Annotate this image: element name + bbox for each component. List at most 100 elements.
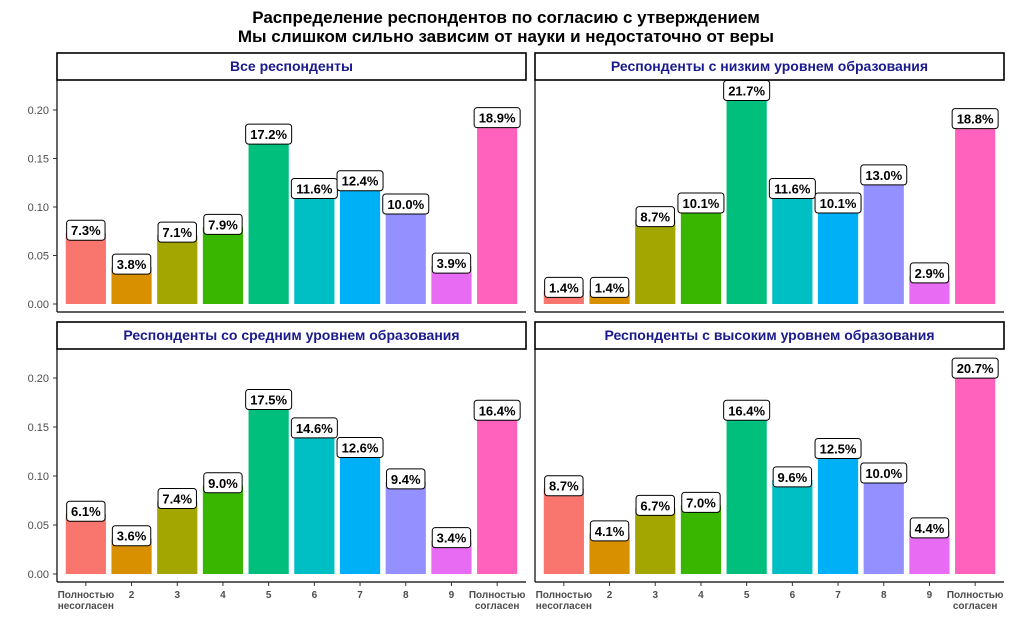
data-label: 11.6% bbox=[774, 181, 811, 196]
data-label-box bbox=[473, 399, 521, 421]
y-tick-label: 0.20 bbox=[28, 373, 49, 385]
x-tick-label: Полностью согласен bbox=[469, 590, 526, 612]
x-tick-label: 3 bbox=[174, 590, 180, 601]
bar bbox=[65, 514, 106, 574]
y-tick-label: 0.15 bbox=[28, 154, 49, 166]
data-label: 16.4% bbox=[479, 403, 516, 418]
bar bbox=[157, 501, 198, 574]
data-label-box bbox=[431, 527, 472, 549]
bar bbox=[543, 488, 584, 574]
facet-title: Респонденты со средним уровнем образован… bbox=[123, 327, 459, 343]
data-label: 4.1% bbox=[595, 524, 625, 539]
data-label-box bbox=[336, 170, 384, 192]
data-label: 12.5% bbox=[820, 442, 857, 457]
x-tick-label: 8 bbox=[881, 590, 887, 601]
data-label-box bbox=[723, 399, 771, 421]
data-label-box bbox=[951, 108, 999, 130]
data-label: 10.0% bbox=[387, 197, 424, 212]
data-label-box bbox=[814, 192, 862, 214]
bar bbox=[65, 233, 106, 304]
data-label: 6.1% bbox=[71, 504, 101, 519]
data-label: 8.7% bbox=[640, 210, 670, 225]
data-label: 20.7% bbox=[957, 361, 994, 376]
bar bbox=[157, 235, 198, 304]
y-tick-label: 0.05 bbox=[28, 251, 49, 263]
bar bbox=[726, 93, 767, 304]
data-label: 12.4% bbox=[342, 174, 379, 189]
data-label-box bbox=[245, 123, 293, 145]
bar bbox=[817, 451, 859, 574]
data-label: 14.6% bbox=[296, 421, 333, 436]
data-label-box bbox=[589, 520, 630, 542]
bar bbox=[635, 508, 676, 574]
data-label: 7.3% bbox=[71, 223, 101, 238]
data-label-box bbox=[111, 525, 152, 547]
bar bbox=[955, 121, 996, 304]
data-label: 7.9% bbox=[208, 217, 238, 232]
data-label: 11.6% bbox=[296, 181, 333, 196]
data-label: 16.4% bbox=[728, 403, 765, 418]
x-tick-label: 4 bbox=[698, 590, 704, 601]
bar bbox=[248, 137, 289, 304]
x-tick-label: Полностью несогласен bbox=[536, 590, 593, 612]
data-label-box bbox=[909, 517, 950, 539]
bar bbox=[294, 430, 335, 574]
x-tick-label: 6 bbox=[312, 590, 318, 601]
x-tick-label: 2 bbox=[129, 590, 135, 601]
data-label-box bbox=[203, 472, 243, 494]
data-label: 10.1% bbox=[820, 196, 857, 211]
data-label: 21.7% bbox=[728, 84, 765, 99]
bar bbox=[385, 481, 426, 574]
data-label: 9.0% bbox=[208, 476, 238, 491]
bar bbox=[339, 183, 381, 304]
data-label: 3.8% bbox=[117, 257, 147, 272]
data-label: 17.2% bbox=[250, 127, 287, 142]
data-label: 13.0% bbox=[865, 168, 902, 183]
data-label: 6.7% bbox=[640, 498, 670, 513]
data-label-box bbox=[860, 462, 908, 484]
panel-2: Респонденты с низким уровнем образования… bbox=[534, 52, 1005, 313]
data-label: 18.8% bbox=[957, 112, 994, 127]
data-label: 7.1% bbox=[162, 225, 192, 240]
data-label: 1.4% bbox=[595, 280, 625, 295]
x-tick-label: 9 bbox=[449, 590, 455, 601]
x-tick-label: 2 bbox=[607, 590, 613, 601]
y-tick-label: 0.00 bbox=[28, 569, 49, 581]
bar bbox=[772, 479, 813, 574]
x-tick-label: Полностью несогласен bbox=[58, 590, 115, 612]
data-label: 17.5% bbox=[250, 393, 287, 408]
data-label-box bbox=[589, 276, 630, 298]
x-axes-group: Полностью несогласен 2 3 4 5 6 7 8 9 Полностью согл… bbox=[58, 582, 1004, 612]
bar bbox=[726, 413, 767, 574]
bar bbox=[635, 219, 676, 304]
data-label-box bbox=[386, 468, 426, 490]
y-tick-label: 0.00 bbox=[28, 299, 49, 311]
data-label: 8.7% bbox=[549, 479, 579, 494]
x-tick-label: 5 bbox=[266, 590, 272, 601]
data-label: 3.4% bbox=[437, 531, 467, 546]
data-label-box bbox=[909, 262, 950, 284]
x-tick-label: 5 bbox=[744, 590, 750, 601]
y-tick-label: 0.10 bbox=[28, 202, 49, 214]
facet-title: Респонденты с высоким уровнем образовани… bbox=[604, 327, 934, 343]
facet-strip bbox=[534, 52, 1005, 81]
panels-group: Все респонденты 0.00 0.05 0.10 0.15 0.20 7.3% 3… bbox=[28, 52, 1005, 583]
y-tick-label: 0.10 bbox=[28, 471, 49, 483]
panel-4: Респонденты с высоким уровнем образовани… bbox=[534, 321, 1005, 583]
data-label-box bbox=[544, 276, 584, 298]
bar bbox=[863, 476, 904, 574]
panel-3: Респонденты со средним уровнем образован… bbox=[28, 321, 527, 583]
data-label-box bbox=[951, 357, 999, 379]
chart-title: Распределение респондентов по согласию с… bbox=[252, 8, 760, 27]
data-label-box bbox=[157, 487, 197, 509]
data-label-box bbox=[111, 253, 152, 275]
data-label-box bbox=[768, 177, 816, 199]
x-tick-label: 6 bbox=[790, 590, 796, 601]
bar bbox=[680, 206, 722, 304]
data-label-box bbox=[473, 107, 521, 129]
panel-1: Все респонденты 0.00 0.05 0.10 0.15 0.20 7.3% 3… bbox=[28, 52, 527, 313]
data-label: 3.6% bbox=[117, 529, 147, 544]
bar bbox=[955, 371, 996, 574]
y-tick-label: 0.05 bbox=[28, 520, 49, 532]
